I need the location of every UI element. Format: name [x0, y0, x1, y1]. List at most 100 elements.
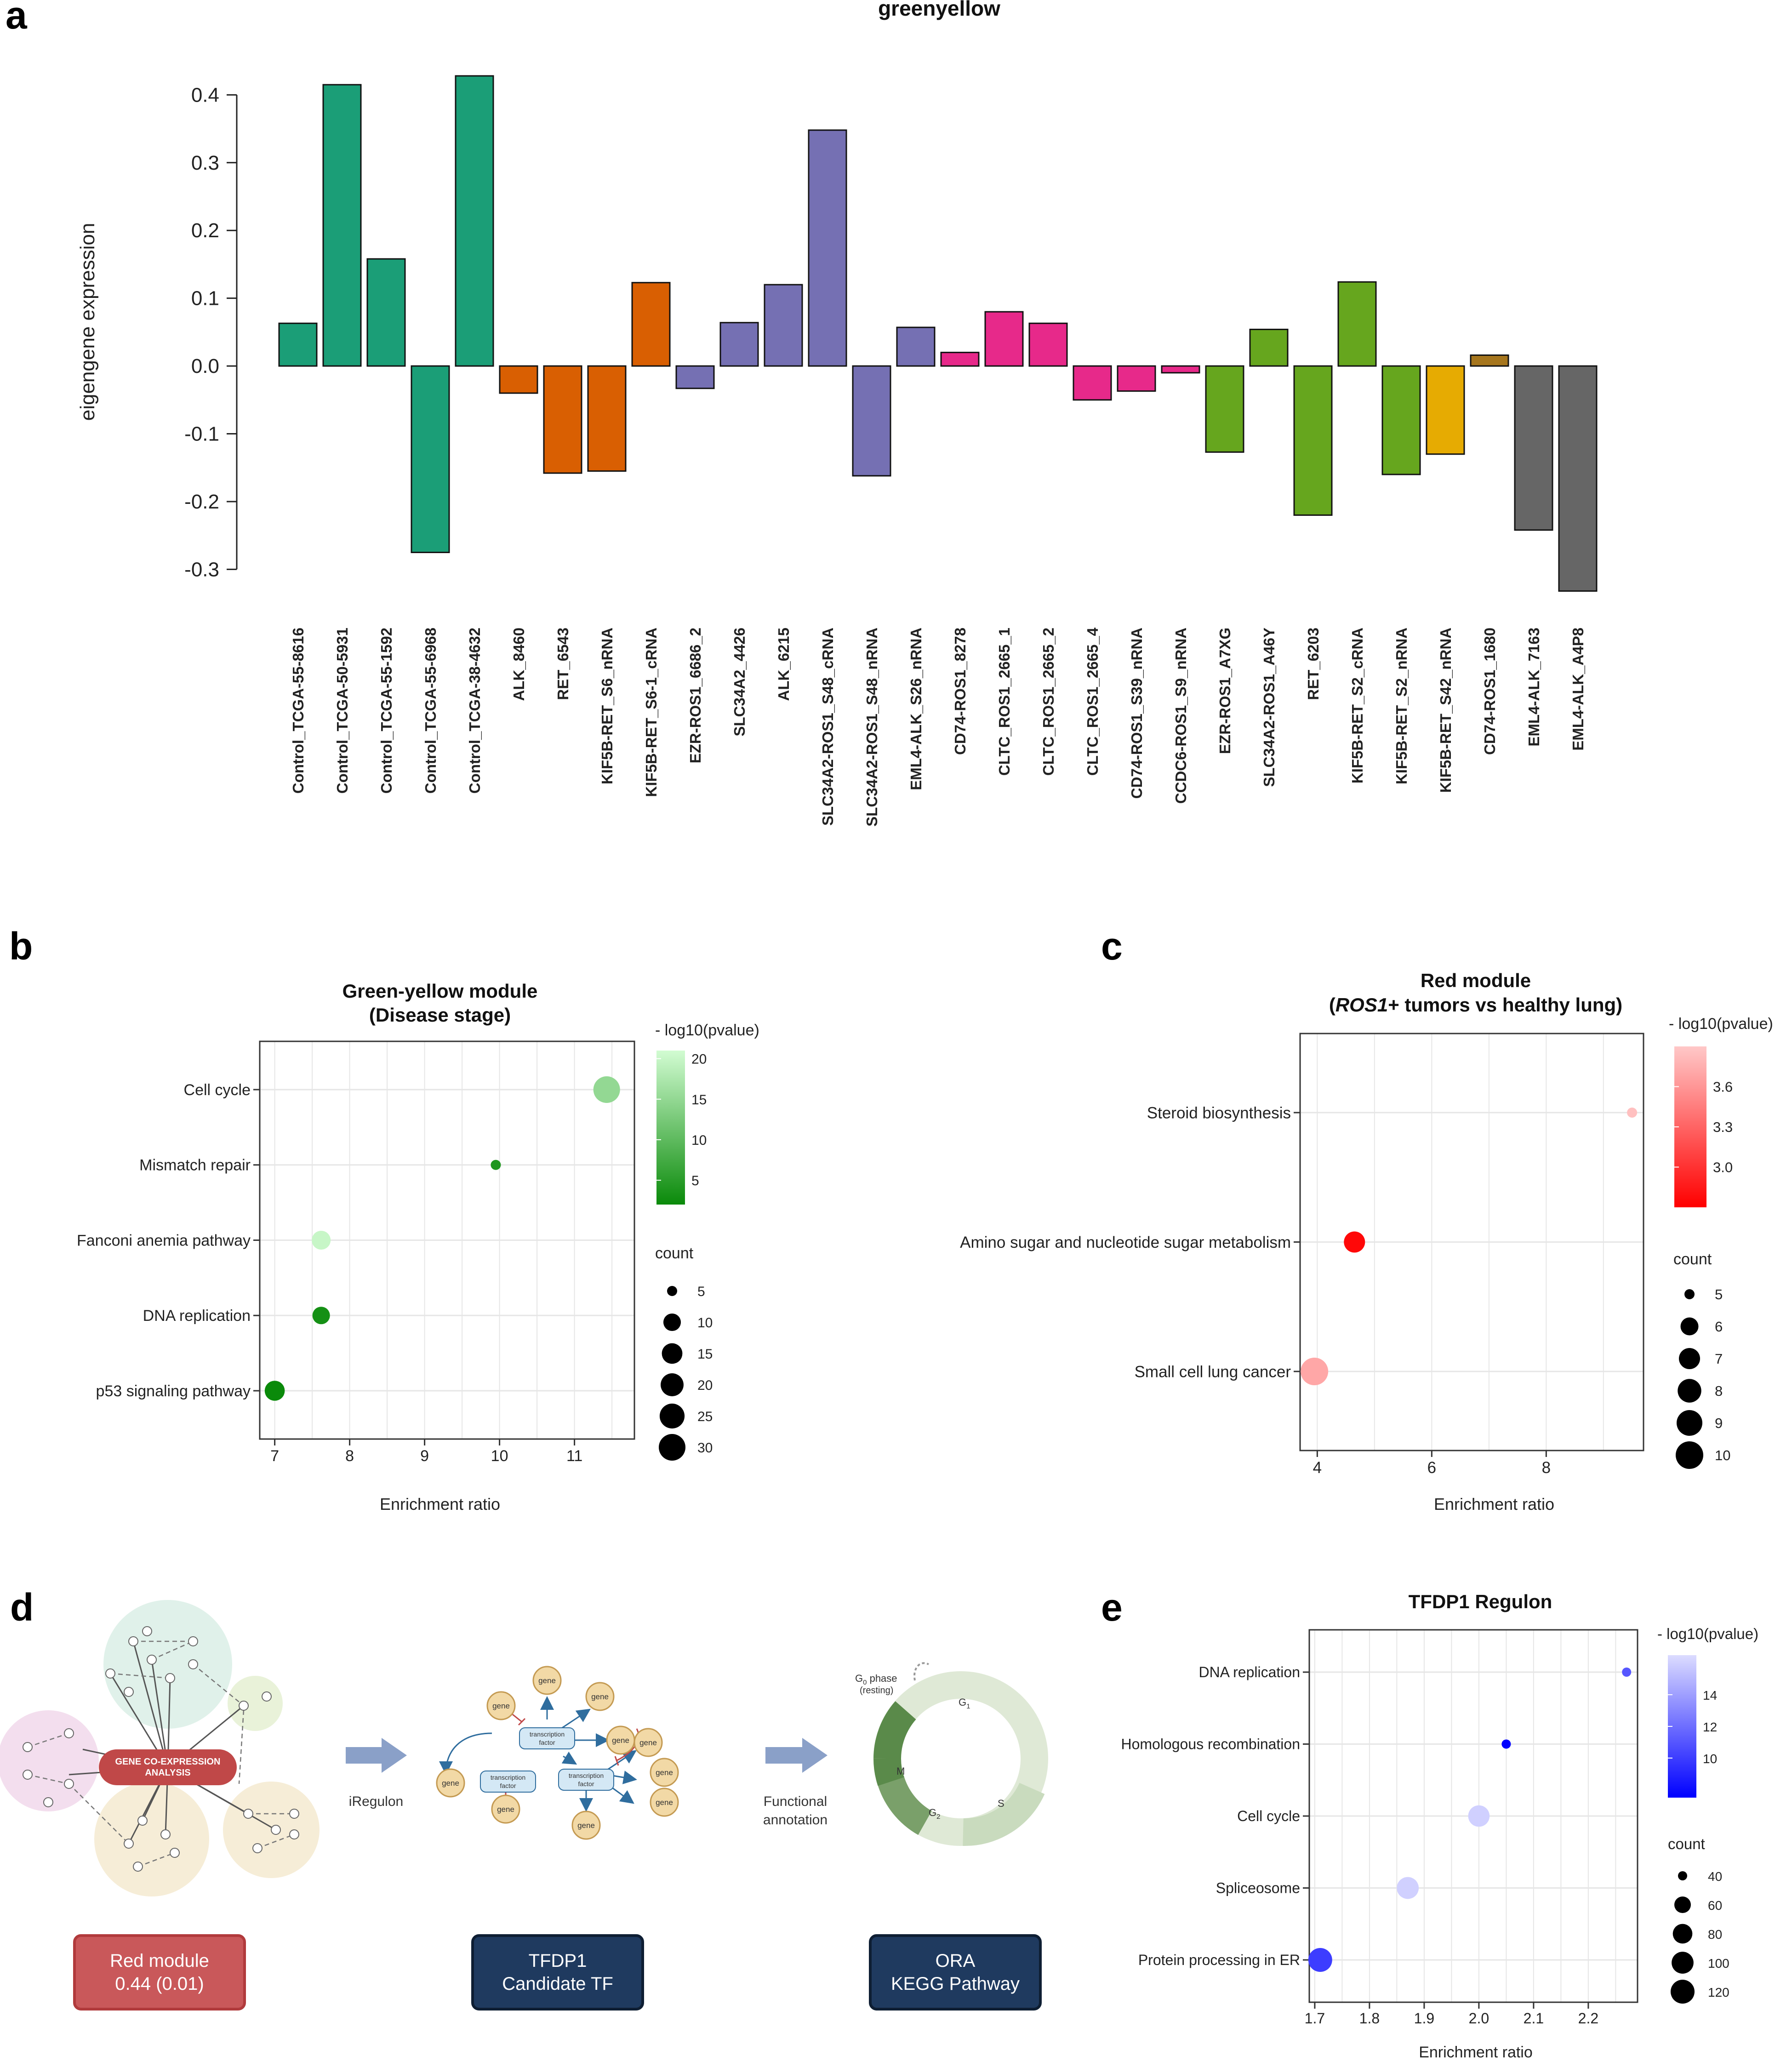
chart-c-dot [1627, 1108, 1638, 1118]
chart-a-title: greenyellow [878, 0, 1000, 20]
chart-b-x-tick-label: 7 [270, 1447, 279, 1465]
chart-b-size-legend-label: 15 [697, 1347, 713, 1362]
chart-e-title: TFDP1 Regulon [1409, 1591, 1552, 1612]
gene-node [436, 1768, 465, 1798]
box-tfdp1-line1: TFDP1 [529, 1951, 587, 1971]
chart-a-x-tick-label: CLTC_ROS1_2665_2 [1040, 628, 1057, 776]
tf-label-3b: factor [578, 1780, 594, 1788]
chart-a-bar [852, 365, 891, 477]
panel-d: d [0, 1586, 1048, 2011]
chart-a-bar [1073, 365, 1112, 401]
tf-label-1b: factor [539, 1739, 555, 1746]
chart-c-size-legend-label: 9 [1715, 1415, 1723, 1431]
cell-cycle-resting: (resting) [860, 1685, 893, 1696]
chart-b-x-tick-label: 11 [566, 1447, 582, 1465]
gene-node [650, 1758, 679, 1787]
chart-c-title-line2: (ROS1+ tumors vs healthy lung) [1329, 994, 1622, 1016]
chart-b-size-legend-label: 5 [697, 1284, 705, 1299]
chart-e-colorbar-tick-label: 14 [1703, 1688, 1717, 1702]
cell-cycle-s: S [998, 1798, 1004, 1809]
chart-c-size-legend-label: 6 [1715, 1319, 1723, 1335]
chart-a-x-tick-label: SLC34A2-ROS1_S48_cRNA [819, 628, 836, 826]
chart-e-plot: DNA replication Homologous recombination C… [1121, 1629, 1638, 2027]
chart-a-bar [1161, 365, 1200, 374]
chart-e-size-legend: count 40 60 80 100 120 [1668, 1835, 1729, 2004]
chart-a-x-tick-label: EZR-ROS1_A7XG [1216, 628, 1233, 754]
chart-a-x-tick-label: EML4-ALK_S26_nRNA [907, 628, 925, 790]
chart-e-colorbar-tick-label: 10 [1703, 1752, 1717, 1766]
chart-e-size-legend-label: 100 [1708, 1956, 1729, 1971]
chart-b-colorbar-tick-label: 10 [691, 1133, 707, 1148]
gene-node [532, 1666, 562, 1695]
chart-c-color-legend-title: - log10(pvalue) [1669, 1015, 1773, 1033]
panel-c-label: c [1101, 925, 1123, 968]
chart-e-x-tick-label: 2.0 [1469, 2010, 1489, 2027]
chart-a-bar [896, 326, 936, 367]
chart-a-bar [719, 322, 759, 367]
chart-b-x-tick-label: 9 [420, 1447, 429, 1465]
chart-e-size-legend-dot [1674, 1896, 1691, 1913]
chart-a-bar [631, 282, 671, 367]
chart-b-colorbar-tick-label: 15 [691, 1092, 707, 1108]
chart-a-bar [1514, 365, 1553, 531]
chart-a-bar [543, 365, 582, 474]
chart-c-title-italic: ROS1 [1335, 994, 1388, 1016]
chart-c-frame [1299, 1033, 1644, 1451]
chart-c-size-legend-label: 7 [1715, 1351, 1723, 1367]
chart-e-colorbar [1668, 1655, 1696, 1798]
box-red-module: Red module 0.44 (0.01) [73, 1934, 246, 2011]
chart-e-size-legend-dot [1671, 1980, 1695, 2004]
panel-c: c Red module (ROS1+ tumors vs healthy lu… [960, 925, 1773, 1514]
chart-b-colorbar-tick-label: 5 [691, 1173, 699, 1188]
chart-a-bar [499, 365, 538, 394]
box-tfdp1: TFDP1 Candidate TF [471, 1934, 644, 2011]
chart-c-colorbar-tick-label: 3.3 [1713, 1119, 1733, 1135]
arrow-functional-label-2: annotation [763, 1812, 828, 1828]
chart-a-y-tick-label: -0.1 [184, 423, 219, 446]
chart-a-bar [366, 258, 406, 367]
cell-cycle-diagram: G0 phase (resting) G1 S G2 M [855, 1662, 1048, 1846]
chart-c-size-legend-label: 5 [1715, 1286, 1723, 1302]
chart-b-size-legend-label: 25 [697, 1409, 713, 1424]
chart-a-x-tick-label: CD74-ROS1_1680 [1481, 628, 1498, 755]
coexpression-network: GENE CO-EXPRESSION ANALYSIS [0, 1600, 320, 1896]
gene-node-label: gene [442, 1779, 459, 1788]
panel-b-label: b [9, 925, 33, 968]
chart-e-frame [1308, 1629, 1638, 2003]
gene-node-label: gene [656, 1768, 673, 1777]
chart-b-title-line2: (Disease stage) [369, 1004, 511, 1026]
chart-b-dot [312, 1230, 331, 1250]
chart-c-colorbar [1674, 1046, 1706, 1207]
gene-node-label: gene [577, 1821, 595, 1830]
gene-node-label: gene [656, 1798, 673, 1807]
chart-b-size-legend-dot [659, 1403, 685, 1429]
chart-a-bar [675, 365, 715, 389]
chart-a-x-tick-label: Control_TCGA-55-8616 [290, 628, 307, 794]
chart-a-bar [1117, 365, 1156, 392]
chart-b-color-legend-title: - log10(pvalue) [655, 1022, 759, 1039]
chart-c-dot [1301, 1358, 1329, 1385]
chart-b-size-legend-dot [667, 1286, 677, 1296]
arrow-iregulon-label: iRegulon [349, 1794, 403, 1809]
network-hub-label-1: GENE CO-EXPRESSION [115, 1757, 221, 1767]
network-hub-label-2: ANALYSIS [145, 1768, 190, 1778]
chart-a-bar [764, 284, 803, 367]
tf-label-1a: transcription [530, 1731, 565, 1738]
chart-a-bar [808, 129, 847, 367]
chart-e-xlabel: Enrichment ratio [1419, 2044, 1533, 2061]
chart-b-x-tick-label: 8 [345, 1447, 354, 1465]
box-ora-line2: KEGG Pathway [891, 1974, 1020, 1994]
chart-e-color-legend: - log10(pvalue) 14 12 10 [1657, 1625, 1758, 1798]
chart-b-y-tick-label: Fanconi anemia pathway [77, 1232, 251, 1249]
gene-node [571, 1811, 601, 1840]
chart-b-dot [264, 1381, 285, 1401]
chart-a-y-tick-label: -0.3 [184, 558, 219, 581]
chart-a-x-tick-label: CD74-ROS1_8278 [952, 628, 969, 755]
chart-a-x-tick-label: CLTC_ROS1_2665_4 [1084, 627, 1101, 776]
chart-a-bar [1028, 322, 1068, 367]
chart-c-colorbar-tick-label: 3.0 [1713, 1160, 1733, 1176]
chart-b-size-legend-dot [661, 1373, 684, 1396]
gene-node-label: gene [591, 1692, 609, 1701]
chart-c-x-tick-label: 4 [1313, 1459, 1322, 1477]
chart-e-y-tick-label: Spliceosome [1216, 1880, 1300, 1896]
